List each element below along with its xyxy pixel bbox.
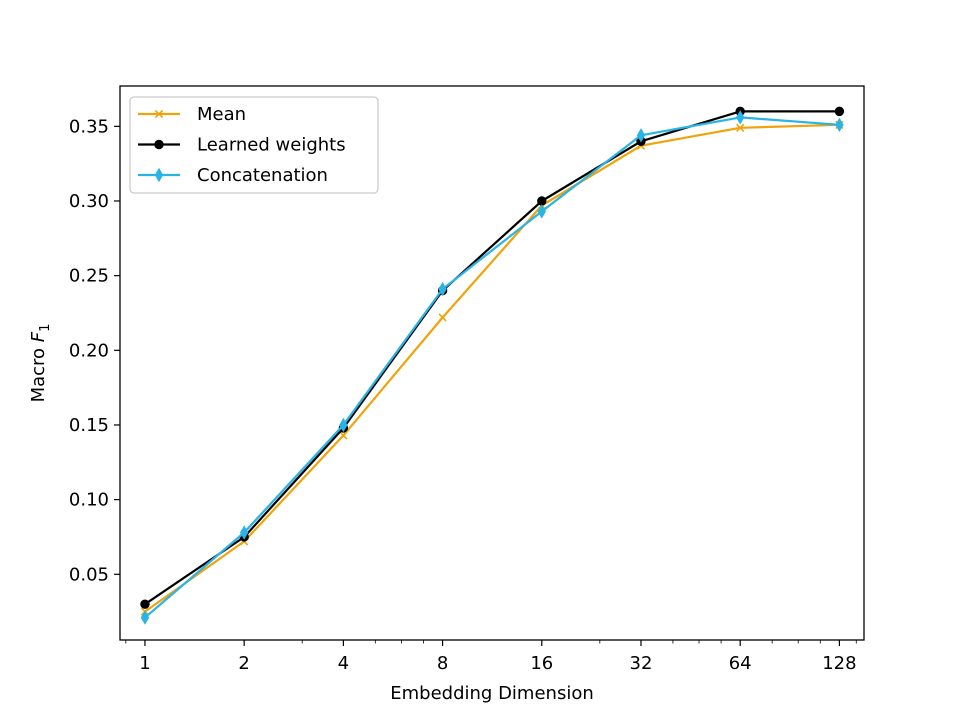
y-tick-label: 0.20 bbox=[69, 340, 109, 361]
x-tick-label: 128 bbox=[822, 653, 856, 674]
legend-item: Learned weights bbox=[138, 135, 346, 156]
series-line bbox=[144, 110, 840, 606]
y-axis: 0.05 0.10 0.15 0.20 0.25 0.30 0.35 bbox=[69, 116, 120, 585]
legend-swatch-marker bbox=[154, 167, 164, 183]
x-tick-label: 2 bbox=[238, 653, 249, 674]
data-point bbox=[736, 123, 745, 132]
legend-swatch-marker bbox=[154, 109, 164, 119]
data-point bbox=[140, 599, 150, 609]
y-tick-label: 0.15 bbox=[69, 415, 109, 436]
legend-box bbox=[129, 96, 379, 194]
legend-item: Mean bbox=[138, 104, 246, 125]
x-tick-label: 8 bbox=[437, 653, 448, 674]
x-tick-label: 1 bbox=[139, 653, 150, 674]
legend-swatch-marker bbox=[154, 139, 164, 150]
series-line bbox=[144, 116, 840, 619]
x-tick-label: 32 bbox=[630, 653, 653, 674]
y-axis-label: Macro F1 bbox=[28, 324, 53, 403]
x-tick-label: 4 bbox=[338, 653, 349, 674]
y-tick-label: 0.10 bbox=[69, 490, 109, 511]
series-line bbox=[144, 123, 840, 613]
legend-label: Mean bbox=[197, 104, 246, 125]
data-point bbox=[537, 196, 547, 206]
data-point bbox=[636, 128, 646, 143]
data-point bbox=[736, 110, 745, 125]
y-tick-label: 0.30 bbox=[69, 191, 109, 212]
legend-label: Concatenation bbox=[197, 165, 328, 186]
legend: Mean Learned weights Concatenation bbox=[129, 96, 379, 194]
x-tick-label: 64 bbox=[729, 653, 752, 674]
x-axis-label: Embedding Dimension bbox=[390, 683, 594, 704]
plot-series bbox=[140, 106, 845, 625]
y-tick-label: 0.05 bbox=[69, 564, 109, 585]
data-point bbox=[537, 204, 546, 219]
x-tick-label: 16 bbox=[530, 653, 553, 674]
y-tick-label: 0.25 bbox=[69, 266, 109, 287]
data-point bbox=[438, 313, 447, 322]
data-point bbox=[834, 106, 845, 117]
x-axis: 1 2 4 8 16 32 64 128 bbox=[125, 640, 857, 674]
series-concatenation bbox=[140, 110, 844, 625]
legend-label: Learned weights bbox=[197, 135, 346, 156]
data-point bbox=[835, 117, 844, 133]
data-point bbox=[140, 610, 150, 625]
data-point bbox=[438, 281, 447, 297]
data-point bbox=[339, 417, 348, 433]
data-point bbox=[339, 431, 348, 440]
legend-item: Concatenation bbox=[138, 165, 328, 186]
plot-frame bbox=[119, 85, 865, 641]
y-tick-label: 0.35 bbox=[69, 116, 109, 137]
data-point bbox=[239, 525, 249, 540]
